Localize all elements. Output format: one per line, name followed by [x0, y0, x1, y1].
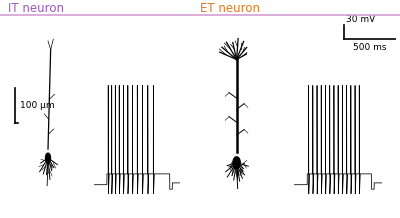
Text: 30 mV: 30 mV	[346, 15, 375, 24]
Text: ET neuron: ET neuron	[200, 2, 260, 15]
Ellipse shape	[45, 153, 51, 163]
Text: 100 μm: 100 μm	[20, 101, 54, 110]
Text: IT neuron: IT neuron	[8, 2, 64, 15]
Ellipse shape	[233, 157, 240, 169]
Text: 500 ms: 500 ms	[353, 43, 387, 52]
